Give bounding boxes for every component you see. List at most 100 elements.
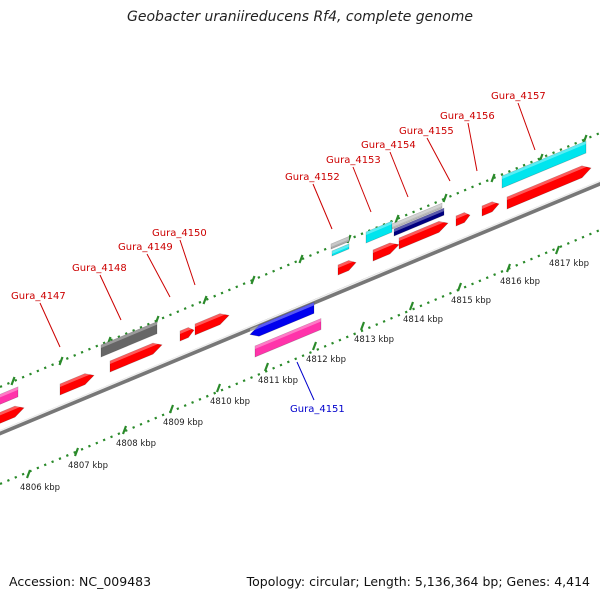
- lower-major-tick: [73, 447, 80, 457]
- scale-label: 4806 kbp: [20, 483, 60, 493]
- gene-label: Gura_4150: [152, 228, 207, 239]
- leader-line: [39, 302, 61, 348]
- leader-line: [352, 166, 372, 213]
- navy-feature-gura-4154-bevel: [394, 208, 444, 232]
- gene-label: Gura_4151: [290, 404, 345, 415]
- cds-gura-4156-bevel: [482, 198, 499, 209]
- blue-feature-gura-4151-bevel: [250, 302, 314, 332]
- cds-gura-4155-bevel: [456, 210, 470, 219]
- grey-small-feature-gura-4152-bevel: [331, 236, 349, 247]
- scale-label: 4817 kbp: [549, 259, 589, 269]
- magenta-partial-feature-bevel: [0, 386, 18, 398]
- upper-major-tick: [298, 254, 304, 264]
- gene-label: Gura_4155: [399, 126, 454, 137]
- partial-red-cds: [0, 405, 25, 424]
- cds-gura-4149: [179, 327, 195, 342]
- label-layer: Gura_4147 Gura_4148 Gura_4149 Gura_4150 Gura…: [11, 91, 546, 415]
- lower-major-tick: [359, 321, 366, 331]
- backbone-line: [0, 180, 600, 436]
- leader-line: [467, 122, 478, 172]
- leader-line: [296, 361, 315, 401]
- lower-major-tick: [554, 245, 561, 255]
- gene-label: Gura_4152: [285, 172, 340, 183]
- backbone-layer: [0, 180, 600, 436]
- upper-major-tick: [490, 173, 496, 183]
- cds-gura-4150: [194, 313, 230, 336]
- upper-major-tick: [442, 193, 448, 203]
- lower-major-tick: [121, 425, 128, 435]
- cds-gura-4149-bevel: [180, 325, 194, 334]
- gene-label: Gura_4156: [440, 111, 495, 122]
- lower-major-tick: [25, 469, 32, 479]
- scale-label: 4808 kbp: [116, 439, 156, 449]
- grey-small-feature-gura-4152: [330, 236, 350, 250]
- grey-feature-gura-4148-bevel: [101, 321, 157, 348]
- blue-feature-gura-4151: [249, 301, 315, 337]
- cds-gura-4153: [372, 242, 400, 262]
- leader-line: [146, 253, 171, 298]
- leader-line: [312, 183, 333, 230]
- magenta-feature-gura-4151-bevel: [255, 318, 321, 349]
- leader-line: [99, 274, 122, 321]
- cyan-feature-gura-4153-bevel: [366, 221, 392, 235]
- upper-major-tick: [250, 275, 256, 285]
- leader-line: [179, 239, 196, 286]
- navy-feature-gura-4154: [393, 207, 445, 237]
- lower-major-tick: [263, 362, 270, 372]
- scale-label: 4813 kbp: [354, 335, 394, 345]
- cds-gura-4157: [506, 165, 592, 210]
- leader-line: [389, 151, 409, 198]
- cds-gura-4147: [59, 373, 95, 396]
- lower-major-tick: [505, 263, 512, 273]
- scale-label: 4815 kbp: [451, 296, 491, 306]
- lower-major-tick: [215, 383, 222, 393]
- scale-label: 4812 kbp: [306, 355, 346, 365]
- lower-major-tick: [311, 341, 318, 351]
- gene-label: Gura_4149: [118, 242, 173, 253]
- magenta-feature-gura-4151: [254, 318, 322, 358]
- scale-label: 4816 kbp: [500, 277, 540, 287]
- leader-line: [426, 137, 451, 182]
- scale-label: 4807 kbp: [68, 461, 108, 471]
- scale-label: 4811 kbp: [258, 376, 298, 386]
- cds-gura-4156: [481, 201, 500, 217]
- gene-label: Gura_4154: [361, 140, 416, 151]
- partial-red-cds-bevel: [0, 402, 24, 416]
- backbone-highlight: [0, 180, 600, 432]
- cds-gura-4152: [337, 260, 357, 276]
- cds-gura-4147-bevel: [60, 369, 94, 387]
- upper-major-tick: [582, 134, 588, 144]
- lower-major-tick: [408, 301, 415, 311]
- cds-gura-4155: [455, 212, 471, 227]
- upper-major-tick: [10, 376, 16, 386]
- lower-major-tick: [456, 282, 463, 292]
- cyan-small-feature-gura-4152-bevel: [332, 243, 349, 254]
- gene-label: Gura_4147: [11, 291, 66, 302]
- upper-major-tick: [202, 295, 208, 305]
- gene-label: Gura_4148: [72, 263, 127, 274]
- cds-gura-4148: [109, 342, 163, 373]
- magenta-partial-feature: [0, 386, 19, 405]
- scale-label: 4809 kbp: [163, 418, 203, 428]
- cyan-feature-gura-4157: [501, 140, 587, 189]
- cds-gura-4154-bevel: [399, 217, 448, 241]
- map-title: Geobacter uraniireducens Rf4, complete g…: [127, 9, 473, 25]
- cds-gura-4154: [398, 221, 449, 250]
- upper-major-tick: [58, 356, 64, 366]
- accession-text: Accession: NC_009483: [9, 574, 152, 589]
- lower-major-tick: [168, 404, 175, 414]
- grey-feature-gura-4154: [391, 202, 443, 230]
- cds-gura-4148-bevel: [110, 339, 162, 364]
- genome-summary-text: Topology: circular; Length: 5,136,364 bp…: [246, 574, 590, 589]
- feature-layer: [0, 140, 592, 424]
- cyan-small-feature-gura-4152: [331, 243, 350, 257]
- leader-line: [517, 102, 536, 151]
- cds-gura-4157-bevel: [507, 162, 591, 200]
- cds-gura-4152-bevel: [338, 257, 356, 268]
- gene-label: Gura_4153: [326, 155, 381, 166]
- cds-gura-4150-bevel: [195, 309, 229, 327]
- scale-label: 4814 kbp: [403, 315, 443, 325]
- cds-gura-4153-bevel: [373, 239, 399, 253]
- cyan-feature-gura-4157-bevel: [502, 141, 586, 179]
